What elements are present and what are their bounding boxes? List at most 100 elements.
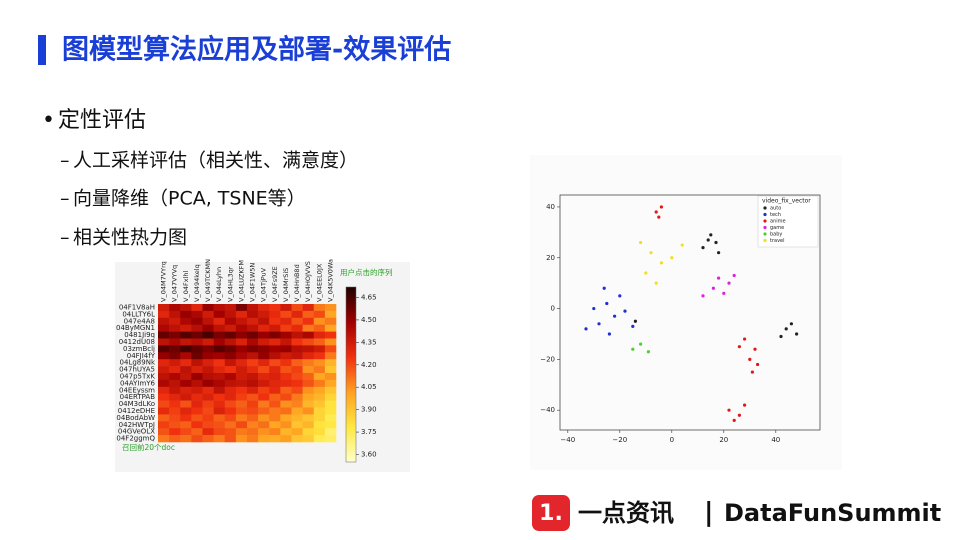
heat-cell [213,304,226,312]
heat-cell [191,338,203,346]
heat-cell [313,338,326,346]
heat-cell [258,373,270,381]
legend-label: game [770,225,784,231]
legend-label: tech [770,212,781,218]
column-label: V_0494kelq [193,264,201,302]
column-label: V_04M7VYrq [160,261,168,302]
heat-cell [213,373,226,381]
heat-cell [202,345,214,353]
point [584,327,588,331]
heat-cell [302,345,315,353]
heat-cell [269,304,281,312]
heat-cell [280,359,292,367]
heat-cell [302,304,315,312]
legend-swatch [763,212,767,217]
point [722,291,726,295]
point [743,337,747,341]
heat-cell [202,379,214,388]
heat-cell [169,400,181,408]
sub-bullet: 人工采样评估（相关性、满意度） [73,150,358,172]
heat-cell [202,414,214,422]
heat-cell [280,421,292,429]
heat-cell [291,407,303,415]
heat-cell [313,304,326,312]
heatmap: 04F1V8aH04LLTY6L047e4A804ByMGN10481Ji9q0… [116,259,377,463]
heat-cell [313,331,326,339]
row-label: 04LLTY6L [122,310,155,318]
column-label: V_04HnB8d [293,264,301,302]
heat-cell [202,317,214,325]
row-label: 04GVeOLX [118,428,155,436]
heat-cell [280,331,292,339]
heat-cell [269,345,281,353]
heat-cell [280,386,292,394]
legend-swatch [763,238,767,243]
heat-cell [258,400,270,408]
logo-brand: 一点资讯 [578,499,674,527]
heat-cell [169,386,181,394]
plot-frame [559,194,821,431]
heat-cell [191,345,203,353]
heat-cell [213,407,226,415]
heat-cell [291,386,303,394]
row-label: 03zmBclj [123,345,155,353]
heat-cell [302,366,315,374]
heat-cell [313,414,326,422]
bullet-dot: • [42,108,55,133]
heat-cell [158,379,170,388]
heat-cell [180,393,192,401]
point [649,251,653,255]
heat-cell [302,310,315,319]
heat-cell [258,435,270,443]
heat-cell [280,338,292,346]
legend-title: video_fix_vector [762,198,811,205]
point [654,210,658,214]
heat-cell [213,366,226,374]
heat-cell [269,421,281,429]
heat-cell [302,435,315,443]
heat-cell [302,393,315,401]
column-label: V_04MrSiS [282,268,290,302]
heat-cell [158,373,170,381]
heat-cell [280,345,292,353]
heat-cell [313,428,326,436]
heat-cell [324,414,337,422]
heat-cell [258,414,270,422]
heat-cell [180,338,192,346]
heat-cell [158,421,170,429]
point [732,273,736,278]
heat-cell [169,407,181,415]
row-label: 047hUYA5 [119,366,155,374]
column-label: V_04HOJVVS [304,261,312,302]
heat-cell [324,373,337,381]
colorbar-tick-label: 3.75 [361,428,377,436]
column-label: V_04HL3qr [226,266,234,302]
heat-cell [180,324,192,332]
heat-cell [258,324,270,332]
heat-cell [202,366,214,374]
colorbar-tick-label: 4.20 [361,361,377,369]
heat-cell [224,331,237,339]
heat-cell [269,393,281,401]
heat-cell [313,359,326,367]
heat-cell [291,324,303,332]
heat-cell [247,324,259,332]
column-label: V_04Fxlhl [182,271,190,302]
point [680,243,684,247]
heat-cell [191,317,203,325]
heat-cell [324,324,337,332]
heat-cell [191,400,203,408]
heat-cell [224,386,237,394]
heat-cell [169,331,181,339]
heat-cell [247,414,259,422]
heat-cell [191,359,203,367]
heat-cell [269,414,281,422]
heat-cell [180,428,192,436]
heat-cell [247,359,259,367]
heat-cell [169,414,181,422]
heat-cell [224,435,237,443]
heat-cell [180,379,192,388]
point [613,314,617,318]
heat-cell [324,400,337,408]
